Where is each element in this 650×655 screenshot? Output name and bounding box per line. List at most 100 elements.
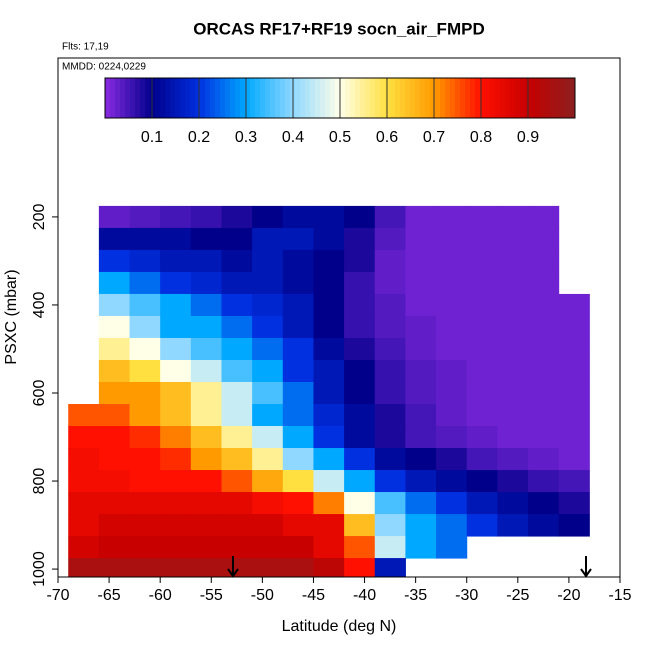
heatmap-cell xyxy=(252,404,284,427)
colorbar-segment xyxy=(235,78,241,118)
heatmap-cell xyxy=(344,249,376,273)
colorbar-segment xyxy=(390,78,396,118)
heatmap-cell xyxy=(344,227,376,251)
colorbar-segment xyxy=(150,78,156,118)
heatmap-cell xyxy=(528,205,560,229)
heatmap-cell xyxy=(313,359,345,383)
heatmap-cell xyxy=(466,205,498,229)
heatmap-cell xyxy=(129,558,161,578)
heatmap-cell xyxy=(98,448,131,471)
colorbar-segment xyxy=(495,78,501,118)
colorbar-segment xyxy=(245,78,251,118)
colorbar-frame xyxy=(104,77,576,119)
colorbar-segment xyxy=(170,78,176,118)
colorbar-tick-label: 0.4 xyxy=(282,129,304,146)
heatmap-cell xyxy=(98,536,131,559)
heatmap-cell xyxy=(405,492,437,515)
y-tick-label: 400 xyxy=(31,292,48,319)
heatmap-cell xyxy=(221,558,253,578)
heatmap-cell xyxy=(374,315,406,339)
x-axis-label: Latitude (deg N) xyxy=(282,618,397,635)
colorbar-segment xyxy=(360,78,366,118)
colorbar-segment xyxy=(250,78,256,118)
heatmap-cell xyxy=(497,249,529,273)
colorbar-segment xyxy=(310,78,316,118)
heatmap-cell xyxy=(405,404,437,427)
heatmap-cell xyxy=(497,492,529,515)
heatmap-cell xyxy=(98,426,131,449)
heatmap-cell xyxy=(405,536,437,559)
heatmap-cell xyxy=(129,227,161,251)
heatmap-cell xyxy=(313,315,345,339)
heatmap-cell xyxy=(129,381,161,405)
heatmap-cell xyxy=(160,426,192,449)
heatmap-cell xyxy=(160,514,192,537)
heatmap-cell xyxy=(129,293,161,317)
heatmap-cell xyxy=(436,381,468,405)
heatmap-cell xyxy=(344,271,376,295)
heatmap-cell xyxy=(497,470,529,493)
colorbar-segment xyxy=(155,78,161,118)
colorbar-tick-label: 0.6 xyxy=(376,129,398,146)
colorbar-segment xyxy=(555,78,561,118)
colorbar-segment xyxy=(215,78,221,118)
heatmap-cell xyxy=(221,249,253,273)
heatmap-cell xyxy=(466,249,498,273)
colorbar-tick-label: 0.8 xyxy=(470,129,492,146)
colorbar-segment xyxy=(285,78,291,118)
colorbar-segment xyxy=(340,78,346,118)
heatmap-cell xyxy=(190,337,222,361)
colorbar-segment xyxy=(275,78,281,118)
heatmap-cell xyxy=(252,448,284,471)
heatmap-cell xyxy=(528,227,560,251)
heatmap-cell xyxy=(252,227,284,251)
heatmap-cell xyxy=(282,271,314,295)
heatmap-cell xyxy=(374,536,406,559)
heatmap-cell xyxy=(221,205,253,229)
heatmap-cell xyxy=(160,205,192,229)
heatmap-cell xyxy=(436,205,468,229)
heatmap-cell xyxy=(497,448,529,471)
heatmap-cell xyxy=(190,536,222,559)
heatmap-cell xyxy=(344,426,376,449)
colorbar-segment xyxy=(205,78,211,118)
heatmap-cell xyxy=(221,315,253,339)
heatmap-cell xyxy=(344,205,376,229)
colorbar-tick-label: 0.5 xyxy=(329,129,351,146)
colorbar-segment xyxy=(505,78,511,118)
heatmap-cell xyxy=(313,205,345,229)
heatmap-cell xyxy=(374,558,406,578)
heatmap-cell xyxy=(221,293,253,317)
colorbar-segment xyxy=(565,78,571,118)
colorbar-segment xyxy=(370,78,376,118)
colorbar-segment xyxy=(355,78,361,118)
heatmap-cell xyxy=(466,337,498,361)
heatmap-cell xyxy=(466,404,498,427)
heatmap-cell xyxy=(374,227,406,251)
heatmap-cell xyxy=(466,448,498,471)
colorbar-segment xyxy=(110,78,116,118)
colorbar-segment xyxy=(500,78,506,118)
heatmap-cell xyxy=(313,381,345,405)
plot-frame xyxy=(57,57,621,578)
heatmap-cell xyxy=(405,315,437,339)
annotation: Flts: 17,19 xyxy=(62,42,109,53)
heatmap-cell xyxy=(497,426,529,449)
annotation: MMDD: 0224,0229 xyxy=(62,62,146,73)
heatmap-cell xyxy=(528,293,560,317)
colorbar-segment xyxy=(445,78,451,118)
x-tick-label: -35 xyxy=(404,587,427,604)
heatmap-cell xyxy=(405,470,437,493)
heatmap-cell xyxy=(436,227,468,251)
heatmap-cell xyxy=(313,271,345,295)
heatmap-cell xyxy=(436,470,468,493)
heatmap-cell xyxy=(221,271,253,295)
heatmap-cell xyxy=(313,293,345,317)
heatmap-cell xyxy=(68,404,100,427)
y-tick-label: 800 xyxy=(31,468,48,495)
heatmap-cell xyxy=(466,315,498,339)
colorbar-tick-label: 0.2 xyxy=(188,129,210,146)
heatmap-cell xyxy=(374,381,406,405)
heatmap-cell xyxy=(160,381,192,405)
heatmap-cell xyxy=(374,337,406,361)
